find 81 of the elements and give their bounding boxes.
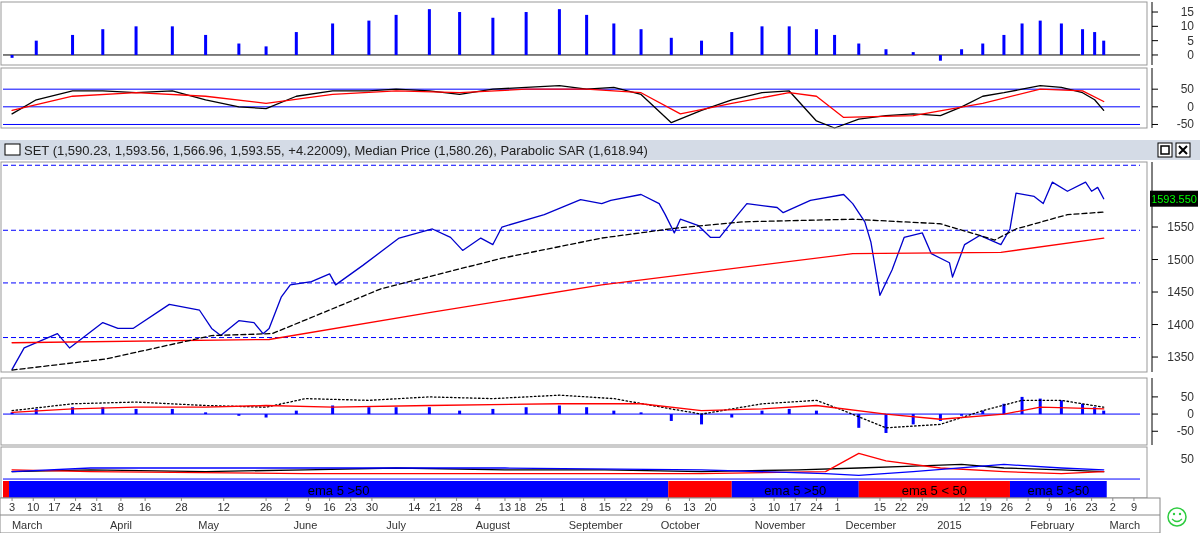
x-tick-label: 17 xyxy=(789,501,802,513)
x2-tick-label: March xyxy=(11,519,43,531)
x-tick-label: 16 xyxy=(139,501,152,513)
x-tick-label: 26 xyxy=(259,501,273,513)
x-tick-label: 13 xyxy=(683,501,696,513)
x-tick-label: 3 xyxy=(749,501,756,513)
x-tick-label: 23 xyxy=(344,501,357,513)
band-label: ema 5 >50 xyxy=(307,482,370,498)
y-tick-label: 1450 xyxy=(1167,285,1195,300)
x2-tick-label: October xyxy=(660,519,701,531)
x-tick-label: 1 xyxy=(559,501,566,513)
x-tick-label: 22 xyxy=(894,501,908,513)
x-tick-label: 2 xyxy=(1025,501,1032,513)
x-tick-label: 26 xyxy=(1000,501,1014,513)
x-tick-label: 29 xyxy=(916,501,929,513)
x-tick-label: 29 xyxy=(640,501,654,513)
x-tick-label: 9 xyxy=(1130,501,1138,513)
y-tick-label: 1500 xyxy=(1167,252,1195,267)
x-tick-label: 30 xyxy=(365,501,379,513)
y-tick-label: -50 xyxy=(1176,117,1195,132)
x2-tick-label: April xyxy=(109,519,132,531)
x2-tick-label: June xyxy=(293,519,318,531)
x-tick-label: 10 xyxy=(27,501,40,513)
x-tick-label: 18 xyxy=(513,501,527,513)
x2-tick-label: March xyxy=(1109,519,1141,531)
x-tick-label: 4 xyxy=(474,501,481,513)
x-tick-label: 13 xyxy=(498,501,512,513)
band-label: ema 5 >50 xyxy=(1027,482,1090,498)
x2-tick-label: July xyxy=(386,519,407,531)
y-tick-label: -50 xyxy=(1176,424,1195,439)
x-tick-label: 9 xyxy=(305,501,312,513)
text: 1593.550 xyxy=(1151,192,1197,205)
x-tick-label: 1 xyxy=(834,501,841,513)
x-tick-label: 14 xyxy=(408,501,421,513)
x-tick-label: 24 xyxy=(810,501,823,513)
x-tick-label: 9 xyxy=(1046,501,1053,513)
x2-tick-label: November xyxy=(754,519,806,531)
x-tick-label: 10 xyxy=(767,501,781,513)
y-tick-label: 50 xyxy=(1180,389,1195,404)
y-tick-label: 10 xyxy=(1180,19,1195,34)
x-tick-label: 3 xyxy=(9,501,16,513)
x2-tick-label: May xyxy=(198,519,220,531)
y-tick-label: 50 xyxy=(1180,82,1195,97)
x-tick-label: 28 xyxy=(450,501,463,513)
y-tick-label: 0 xyxy=(1187,47,1195,62)
x-tick-label: 12 xyxy=(958,501,971,513)
chart-title: SET (1,590.23, 1,593.56, 1,566.96, 1,593.55, +4.22009), Median Price (1,580.26), Parabolic SAR (1,618.94) xyxy=(24,143,648,158)
x2-tick-label: February xyxy=(1030,519,1075,531)
y-tick-label: 1550 xyxy=(1167,220,1195,235)
y-tick-label: 0 xyxy=(1187,99,1195,114)
x-tick-label: 8 xyxy=(117,501,124,513)
x2-tick-label: December xyxy=(845,519,897,531)
x-tick-label: 8 xyxy=(580,501,587,513)
x-tick-label: 6 xyxy=(665,501,672,513)
x-tick-label: 12 xyxy=(217,501,230,513)
x-tick-label: 31 xyxy=(90,501,103,513)
band-label: ema 5 < 50 xyxy=(901,482,968,498)
y-tick-label: 0 xyxy=(1187,407,1195,422)
x-tick-label: 21 xyxy=(429,501,442,513)
x-tick-label: 22 xyxy=(619,501,633,513)
x-tick-label: 16 xyxy=(1064,501,1077,513)
band-label: ema 5 >50 xyxy=(764,482,827,498)
x-tick-label: 15 xyxy=(873,501,887,513)
x-tick-label: 20 xyxy=(704,501,717,513)
x-tick-label: 2 xyxy=(1109,501,1116,513)
y-tick-label: 15 xyxy=(1180,5,1195,20)
x2-tick-label: August xyxy=(475,519,510,531)
x-tick-label: 15 xyxy=(598,501,611,513)
x-tick-label: 19 xyxy=(979,501,992,513)
x2-tick-label: 2015 xyxy=(937,519,962,531)
x2-tick-label: September xyxy=(568,519,623,531)
x-tick-label: 28 xyxy=(175,501,188,513)
y-tick-label: 1350 xyxy=(1167,350,1195,365)
y-tick-label: 1400 xyxy=(1167,317,1195,332)
x-tick-label: 16 xyxy=(323,501,336,513)
x-tick-label: 23 xyxy=(1085,501,1098,513)
x-tick-label: 2 xyxy=(284,501,291,513)
y-tick-label: 5 xyxy=(1187,33,1195,48)
x-tick-label: 17 xyxy=(48,501,61,513)
x-tick-label: 24 xyxy=(69,501,82,513)
x-tick-label: 25 xyxy=(535,501,548,513)
